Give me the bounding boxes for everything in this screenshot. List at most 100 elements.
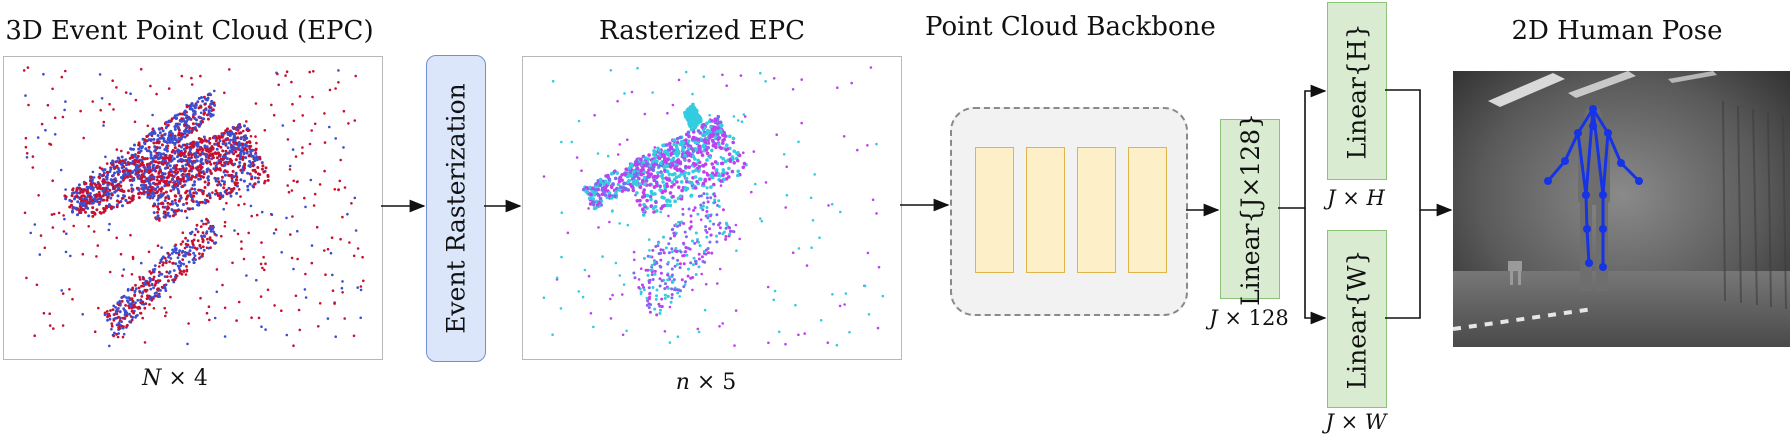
event-point <box>70 194 74 198</box>
event-point <box>214 139 218 143</box>
event-point <box>145 157 149 160</box>
raster-point <box>764 181 768 184</box>
event-point <box>242 257 246 261</box>
event-point <box>131 156 135 159</box>
event-point <box>152 137 156 141</box>
raster-point <box>701 260 705 263</box>
event-point <box>97 202 101 206</box>
raster-point <box>772 298 775 302</box>
event-point <box>233 162 237 166</box>
event-point <box>115 164 119 168</box>
raster-point <box>603 179 608 184</box>
event-point <box>160 272 164 276</box>
event-point <box>25 156 29 159</box>
event-point <box>328 125 331 129</box>
event-point <box>62 230 66 233</box>
event-point <box>203 111 206 115</box>
event-point <box>223 306 227 310</box>
raster-point <box>639 290 643 294</box>
raster-point <box>706 128 710 133</box>
raster-point <box>626 223 630 227</box>
raster-point <box>635 183 639 187</box>
event-point <box>145 288 149 292</box>
backbone-layer-4 <box>1128 147 1167 273</box>
raster-point <box>694 259 697 263</box>
event-point <box>192 183 196 187</box>
event-point <box>202 172 206 176</box>
event-point <box>310 129 314 132</box>
event-point <box>91 181 95 185</box>
raster-point <box>609 69 613 72</box>
event-point <box>260 161 264 165</box>
event-point <box>164 289 168 292</box>
event-point <box>243 202 246 206</box>
event-point <box>93 330 97 334</box>
raster-point <box>593 187 598 192</box>
event-point <box>182 269 186 273</box>
event-point <box>77 183 81 187</box>
event-point <box>155 145 159 149</box>
raster-point <box>689 127 694 132</box>
event-point <box>151 204 155 208</box>
event-point <box>240 171 244 175</box>
event-point <box>201 120 204 124</box>
event-point <box>246 188 250 192</box>
raster-point <box>631 188 636 193</box>
event-point <box>343 186 347 189</box>
raster-point <box>686 274 690 278</box>
raster-point <box>656 174 660 178</box>
event-point <box>213 89 216 93</box>
raster-point <box>651 286 655 289</box>
raster-point <box>725 84 728 87</box>
raster-point <box>663 157 667 162</box>
event-point <box>133 159 137 163</box>
raster-point <box>713 200 717 204</box>
raster-point <box>660 297 664 301</box>
raster-point <box>719 184 723 187</box>
raster-point <box>666 286 670 290</box>
event-point <box>142 163 145 167</box>
raster-point <box>692 161 696 166</box>
event-point <box>243 138 247 142</box>
raster-point <box>694 111 698 116</box>
event-point <box>183 169 187 173</box>
event-point <box>184 167 188 171</box>
event-point <box>199 246 203 250</box>
event-point <box>139 149 143 153</box>
raster-point <box>810 246 813 249</box>
event-point <box>242 152 246 156</box>
event-point <box>170 173 174 177</box>
event-point <box>218 167 222 171</box>
raster-point <box>651 248 655 252</box>
raster-point <box>611 182 615 186</box>
event-point <box>185 265 188 268</box>
raster-point <box>673 199 677 203</box>
raster-point <box>803 332 806 335</box>
raster-point <box>654 200 658 205</box>
raster-point <box>663 287 667 291</box>
event-point <box>152 168 156 172</box>
event-point <box>179 169 183 173</box>
event-point <box>131 188 135 192</box>
event-point <box>188 245 192 249</box>
event-point <box>183 131 187 135</box>
event-point <box>214 152 218 156</box>
raster-point <box>687 158 691 163</box>
raster-point <box>627 166 632 170</box>
raster-point <box>666 260 670 264</box>
event-point <box>141 316 144 320</box>
raster-point <box>692 208 696 212</box>
event-point <box>149 188 153 191</box>
event-point <box>221 142 225 146</box>
event-point <box>235 319 238 322</box>
raster-point <box>710 127 715 132</box>
raster-point <box>718 231 721 235</box>
event-point <box>241 158 245 161</box>
raster-point <box>718 226 722 230</box>
raster-point <box>542 175 546 178</box>
event-point <box>60 289 63 292</box>
event-point <box>136 173 140 177</box>
raster-point <box>725 143 729 147</box>
event-point <box>227 173 231 177</box>
raster-point <box>665 199 669 203</box>
